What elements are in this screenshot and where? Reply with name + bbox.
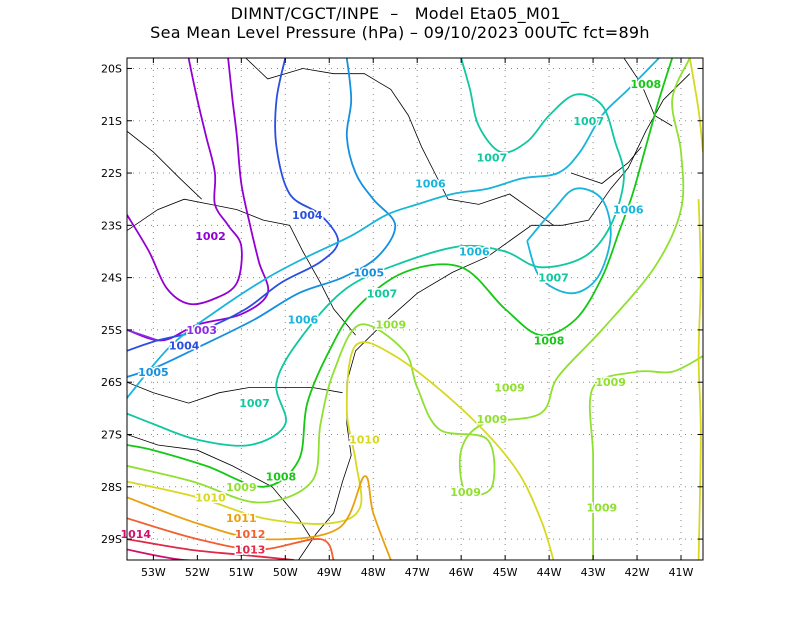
x-tick-label: 51W [229,566,254,579]
y-tick-label: 27S [101,429,122,442]
boundary-line [623,58,673,127]
isobar-label-1009: 1009 [587,502,618,515]
isobar-1007 [127,58,625,447]
isobar-1012 [127,517,335,560]
isobar-label-1006: 1006 [415,178,446,191]
isobar-1013 [127,538,295,560]
boundaries [127,58,691,560]
isobar-label-1006: 1006 [288,313,319,326]
isobar-label-1013: 1013 [235,544,266,557]
x-tick-label: 50W [273,566,298,579]
title-line-2: Sea Mean Level Pressure (hPa) – 09/10/20… [150,23,650,42]
isobar-label-1009: 1009 [494,381,525,394]
isobar-label-1009: 1009 [595,376,626,389]
isobar-label-1012: 1012 [235,528,266,541]
isobar-1010 [697,199,702,560]
y-tick-label: 29S [101,533,122,546]
isobar-label-1011: 1011 [226,512,257,525]
axis-ticks: 53W 52W 51W 50W 49W 48W 47W 46W 45W 44W 43W 42W 41W 2… [101,58,703,579]
y-tick-label: 20S [101,62,122,75]
isobar-1002 [127,58,270,342]
x-tick-label: 48W [361,566,386,579]
y-tick-label: 24S [101,272,122,285]
isobar-label-1010: 1010 [349,434,380,447]
x-tick-label: 45W [493,566,518,579]
x-tick-label: 43W [581,566,606,579]
y-tick-label: 25S [101,324,122,337]
isobar-label-1005: 1005 [354,266,385,279]
isobar-label-1009: 1009 [477,413,508,426]
isobar-1003 [127,329,159,342]
isobar-label-1007: 1007 [538,272,569,285]
isobar-label-1008: 1008 [534,334,565,347]
x-tick-label: 49W [317,566,342,579]
isobars [127,58,703,560]
chart-title: DIMNT/CGCT/INPE – Model Eta05_M01_ Sea M… [0,4,800,42]
isobar-label-1007: 1007 [239,397,270,410]
x-tick-label: 42W [625,566,650,579]
isobar-label-1004: 1004 [169,340,200,353]
y-tick-label: 26S [101,376,122,389]
isobar-label-1004: 1004 [292,209,323,222]
isobar-label-1009: 1009 [376,319,407,332]
isobar-label-1009: 1009 [450,486,481,499]
isobar-1014 [127,548,242,560]
boundary-line [245,58,554,226]
grid-lines [127,58,703,560]
x-tick-label: 53W [141,566,166,579]
boundary-line [127,381,343,404]
isobar-label-1014: 1014 [120,528,151,541]
y-tick-label: 28S [101,481,122,494]
isobar-label-1006: 1006 [459,245,490,258]
boundary-line [127,198,356,336]
isobar-1011 [127,475,392,560]
isobar-label-1007: 1007 [477,151,508,164]
isobar-label-1007: 1007 [573,115,604,128]
isobar-label-1005: 1005 [138,366,169,379]
isobar-1006 [127,58,660,399]
isobar-1010 [688,58,703,153]
map-frame [126,57,704,561]
boundary-line [570,146,642,184]
y-tick-label: 22S [101,167,122,180]
isobar-1005 [127,58,397,378]
isobar-1009 [127,58,691,504]
isobar-label-1007: 1007 [367,287,398,300]
isobar-1008 [127,58,674,488]
boundary-line [298,73,691,560]
isobar-1002 [127,58,243,306]
isobar-label-1002: 1002 [195,230,226,243]
isobar-1006 [526,187,612,295]
boundary-line [127,434,313,540]
isobar-label-1008: 1008 [266,470,297,483]
x-tick-label: 41W [669,566,694,579]
isobar-1009 [588,355,703,560]
title-line-1: DIMNT/CGCT/INPE – Model Eta05_M01_ [230,4,570,23]
isobar-label-1009: 1009 [226,481,257,494]
x-tick-label: 52W [185,566,210,579]
y-tick-label: 21S [101,115,122,128]
x-tick-label: 44W [537,566,562,579]
isobar-1010 [127,341,555,560]
isobar-label-1006: 1006 [613,204,644,217]
boundary-line [127,130,202,200]
x-tick-label: 46W [449,566,474,579]
isobar-label-1010: 1010 [195,491,226,504]
isobar-label-1008: 1008 [631,78,662,91]
isobar-1004 [127,58,339,352]
isobar-labels: 1002100310041004100510051006100610061006… [119,77,663,558]
isobar-label-1003: 1003 [186,324,217,337]
y-tick-label: 23S [101,219,122,232]
x-tick-label: 47W [405,566,430,579]
